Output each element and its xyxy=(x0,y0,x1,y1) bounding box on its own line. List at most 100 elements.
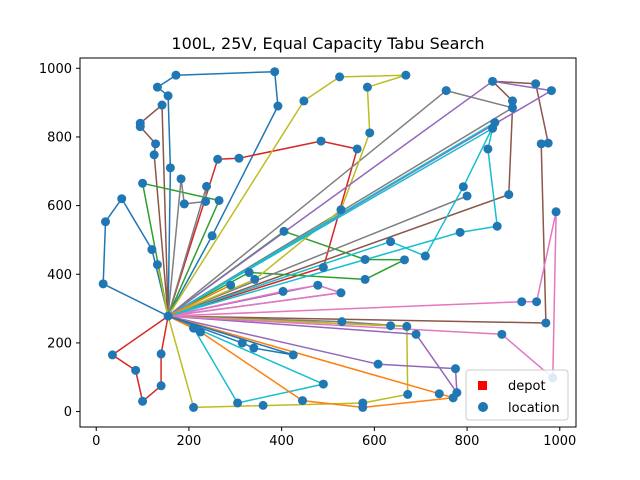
location-point xyxy=(551,207,561,217)
location-point xyxy=(402,321,412,331)
route-line xyxy=(167,121,496,317)
location-point xyxy=(543,138,553,148)
location-point xyxy=(234,153,244,163)
location-point xyxy=(352,144,362,154)
route-line xyxy=(167,80,549,324)
location-point xyxy=(156,349,166,359)
x-tick-label: 0 xyxy=(92,434,100,449)
location-point xyxy=(488,76,498,86)
route-line xyxy=(167,315,409,409)
location-point xyxy=(386,237,396,247)
location-point xyxy=(258,400,268,410)
location-point xyxy=(336,205,346,215)
location-point xyxy=(138,178,148,188)
location-point xyxy=(507,103,517,113)
location-point xyxy=(288,350,298,360)
location-point xyxy=(362,82,372,92)
location-point xyxy=(546,86,556,96)
plot-frame xyxy=(79,57,577,428)
legend-depot-marker xyxy=(478,381,487,390)
location-point xyxy=(207,231,217,241)
location-point xyxy=(107,350,117,360)
location-point xyxy=(358,402,368,412)
location-point xyxy=(100,217,110,227)
depot-location-point xyxy=(163,311,173,321)
location-point xyxy=(497,329,507,339)
location-point xyxy=(336,288,346,298)
location-point xyxy=(163,91,173,101)
location-point xyxy=(483,144,493,154)
location-points xyxy=(98,67,561,412)
location-point xyxy=(250,274,260,284)
location-point xyxy=(244,268,254,278)
location-point xyxy=(401,70,411,80)
location-point xyxy=(278,286,288,296)
route-line xyxy=(167,127,498,317)
location-point xyxy=(157,100,167,110)
location-point xyxy=(337,317,347,327)
location-point xyxy=(179,199,189,209)
location-point xyxy=(532,297,542,307)
location-point xyxy=(149,150,159,160)
location-point xyxy=(249,343,259,353)
chart-title: 100L, 25V, Equal Capacity Tabu Search xyxy=(171,34,484,53)
location-point xyxy=(138,396,148,406)
location-point xyxy=(279,226,289,236)
y-axis: 0 200 400 600 800 1000 xyxy=(39,62,80,420)
location-point xyxy=(147,245,157,255)
x-tick-label: 400 xyxy=(269,434,294,449)
location-point xyxy=(233,398,243,408)
location-point xyxy=(458,182,468,192)
location-point xyxy=(504,190,514,200)
location-point xyxy=(213,154,223,164)
legend-location-label: location xyxy=(508,401,560,416)
legend: depot location xyxy=(465,369,569,421)
y-tick-label: 400 xyxy=(47,268,72,283)
depot-layer xyxy=(163,311,173,321)
location-point xyxy=(201,196,211,206)
location-point xyxy=(507,96,517,106)
location-point xyxy=(316,136,326,146)
y-tick-label: 1000 xyxy=(39,62,72,77)
location-point xyxy=(237,338,247,348)
location-point xyxy=(441,86,451,96)
location-point xyxy=(189,323,199,333)
location-point xyxy=(273,101,283,111)
location-point xyxy=(171,70,181,80)
location-point xyxy=(403,389,413,399)
legend-location-marker xyxy=(478,402,488,412)
location-point xyxy=(214,195,224,205)
location-point xyxy=(151,139,161,149)
location-point xyxy=(270,67,280,77)
route-line xyxy=(102,197,169,317)
location-point xyxy=(98,279,108,289)
x-tick-label: 1000 xyxy=(543,434,576,449)
location-point xyxy=(462,191,472,201)
location-point xyxy=(365,128,375,138)
route-line xyxy=(167,315,458,394)
location-point xyxy=(452,388,462,398)
y-tick-label: 800 xyxy=(47,130,72,145)
location-point xyxy=(455,227,465,237)
location-point xyxy=(318,379,328,389)
location-point xyxy=(335,72,345,82)
location-point xyxy=(411,329,421,339)
location-point xyxy=(536,139,546,149)
legend-box xyxy=(465,369,569,421)
location-point xyxy=(156,381,166,391)
location-point xyxy=(313,280,323,290)
location-point xyxy=(531,79,541,89)
location-point xyxy=(360,274,370,284)
location-point xyxy=(399,255,409,265)
y-tick-label: 600 xyxy=(47,199,72,214)
x-tick-label: 200 xyxy=(177,434,202,449)
location-point xyxy=(492,221,502,231)
location-point xyxy=(202,181,212,191)
location-point xyxy=(189,402,199,412)
location-point xyxy=(135,122,145,132)
location-point xyxy=(299,96,309,106)
location-point xyxy=(226,280,236,290)
x-axis: 0 200 400 600 800 1000 xyxy=(92,427,576,449)
location-point xyxy=(318,262,328,272)
